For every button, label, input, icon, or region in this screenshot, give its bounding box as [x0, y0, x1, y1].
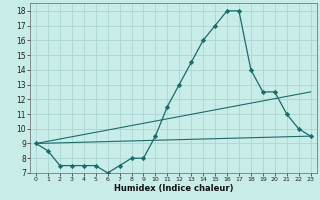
X-axis label: Humidex (Indice chaleur): Humidex (Indice chaleur) [114, 184, 233, 193]
